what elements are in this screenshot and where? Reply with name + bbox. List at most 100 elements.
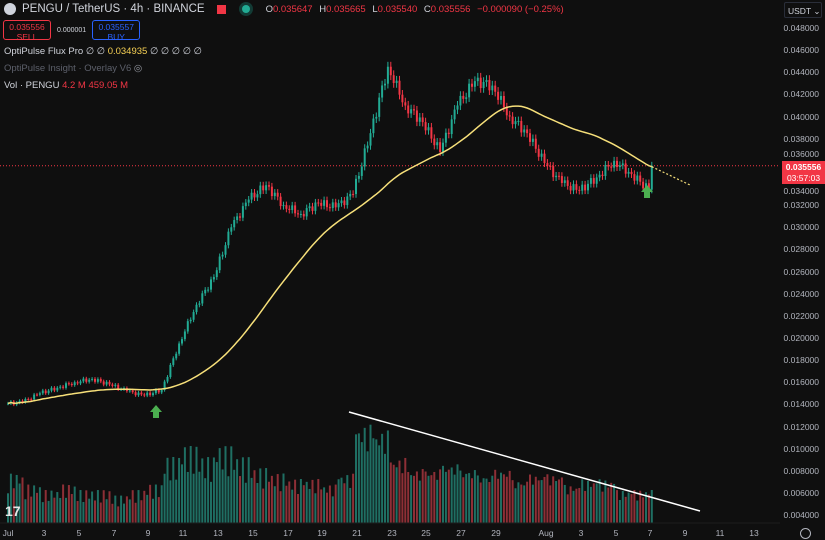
candle-body [624,163,627,174]
price-chart[interactable] [0,0,780,540]
volume-bar [375,439,378,523]
open-label: O [265,3,273,15]
time-tick: 21 [352,528,362,538]
trade-panel: 0.035556 SELL 0.000001 0.035557 BUY [3,20,141,42]
buy-label: BUY [107,32,125,42]
volume-bar [526,481,529,523]
flag-icon[interactable] [216,4,226,14]
volume-bar [36,492,38,523]
volume-bar [363,427,366,523]
candle-body [462,95,465,99]
candle-body [70,383,73,386]
candle-body [320,202,323,206]
volume-bar [531,484,534,523]
price-tick: 0.018000 [783,355,819,366]
candle-body [65,383,67,388]
volume-bar [259,468,262,523]
volume-bar [326,492,328,523]
candle-body [418,117,421,122]
volume-bar [302,485,305,523]
hidden-eye-icon[interactable]: ◎ [133,63,143,74]
candle-body [494,85,497,92]
price-tick: 0.030000 [783,222,819,233]
price-tick: 0.012000 [783,421,819,432]
candle-body [424,122,427,131]
tradingview-logo[interactable]: 17 [5,503,21,519]
volume-bar [520,484,523,523]
candle-body [468,83,471,98]
candle-body [389,66,392,76]
candle-body [192,312,195,320]
volume-bar [389,462,392,523]
volume-bar [540,480,543,523]
currency-select[interactable]: USDT ⌄ [784,2,822,18]
volume-bar [546,474,549,523]
candle-body [143,394,146,396]
price-tick: 0.004000 [783,510,819,521]
volume-bar [215,462,218,523]
candle-body [607,164,610,167]
volume-bar [82,501,85,523]
candle-body [531,138,534,142]
volume-bar [384,453,386,523]
candle-body [497,91,500,100]
indicator-insight-overlay[interactable]: OptiPulse Insight · Overlay V6 ◎ [4,63,142,74]
indicator-name: OptiPulse Insight · Overlay V6 [4,63,132,74]
candle-body [645,183,647,189]
volume-bar [343,483,346,523]
volume-bar [589,486,592,523]
volume-bar [189,446,192,523]
candle-body [224,245,227,255]
indicator-volume[interactable]: Vol · PENGU 4.2 M 459.05 M [4,80,128,91]
volume-bar [21,477,24,523]
candle-body [392,75,395,84]
volume-bar [186,471,189,523]
time-tick: 9 [145,528,151,538]
candle-body [453,109,456,120]
volume-bar [7,493,9,523]
volume-bar [346,475,349,523]
volume-bar [439,469,442,523]
volume-bar [534,476,537,523]
volume-bar [288,481,291,523]
candle-body [372,118,375,134]
time-tick: 29 [491,528,501,538]
volume-bar [239,476,241,523]
candle-body [157,389,160,393]
indicator-flux-pro[interactable]: OptiPulse Flux Pro ∅ ∅ 0.034935 ∅ ∅ ∅ ∅ … [4,46,202,57]
candle-body [76,382,79,384]
candle-body [212,277,215,280]
volume-bar [587,480,589,523]
candle-body [355,178,357,195]
volume-bar [38,487,41,523]
buy-button[interactable]: 0.035557 BUY [92,20,141,42]
candle-body [378,97,381,117]
volume-bar [24,499,27,523]
volume-bar [178,457,181,523]
volume-bar [424,471,427,523]
candle-body [331,202,334,208]
volume-bar [427,475,430,523]
volume-bar [59,497,62,523]
low-label: L [372,3,378,15]
candle-body [102,381,105,385]
candle-body [502,96,505,108]
volume-bar [143,490,146,523]
volume-bar [511,480,514,523]
symbol-title[interactable]: PENGU / TetherUS · 4h · BINANCE [22,3,205,15]
volume-bar [268,481,270,523]
sell-button[interactable]: 0.035556 SELL [3,20,51,42]
currency-label: USDT [788,6,811,16]
settings-icon[interactable] [800,528,811,539]
volume-bar [328,485,331,523]
candle-body [505,107,508,116]
volume-bar [299,479,302,523]
volume-bar [627,492,630,523]
candle-body [334,202,337,208]
volume-bar [601,491,604,523]
volume-bar [453,474,456,523]
volume-bar [471,478,473,523]
volume-bar [355,434,357,523]
candle-body [407,105,410,114]
candle-body [323,200,326,206]
